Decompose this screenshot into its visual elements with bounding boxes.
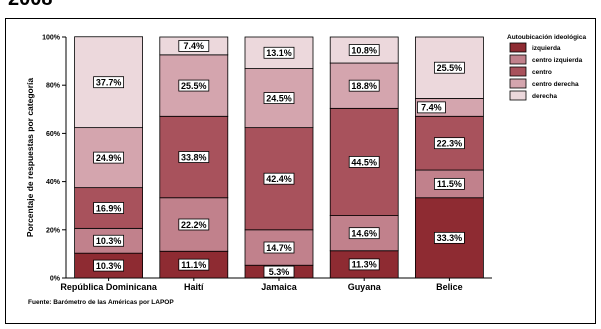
data-label: 25.5%: [181, 81, 207, 91]
y-tick-label: 60%: [46, 131, 61, 138]
data-label-box: [178, 79, 210, 92]
data-label: 24.9%: [96, 153, 122, 163]
data-label-box: [178, 151, 210, 163]
data-label: 7.4%: [421, 103, 442, 113]
data-label: 11.1%: [181, 260, 206, 270]
data-label-box: [433, 231, 465, 244]
data-label-box: [433, 177, 465, 190]
data-label: 7.4%: [184, 41, 205, 51]
data-label: 22.2%: [181, 220, 207, 230]
data-label-box: [416, 101, 446, 114]
legend-label: izquierda: [532, 45, 561, 52]
data-label-box: [263, 265, 295, 278]
data-label-box: [93, 151, 124, 164]
data-label-box: [93, 76, 124, 89]
data-label-box: [348, 227, 380, 240]
data-label-box: [348, 44, 380, 56]
y-tick-label: 100%: [42, 35, 61, 42]
data-label: 25.5%: [437, 63, 463, 73]
data-label: 5.3%: [269, 267, 290, 277]
data-label-box: [93, 259, 124, 272]
data-label: 10.3%: [96, 261, 122, 271]
data-label-box: [263, 241, 295, 254]
legend-label: derecha: [532, 93, 557, 100]
x-category-label: República Dominicana: [60, 282, 158, 292]
legend-swatch: [509, 66, 527, 77]
data-label: 22.3%: [437, 138, 463, 148]
chart-frame: [5, 18, 596, 324]
legend-swatch: [509, 54, 527, 65]
y-tick-label: 80%: [46, 83, 61, 90]
data-label-box: [433, 61, 465, 74]
data-label-box: [93, 202, 124, 214]
y-tick-label: 0%: [50, 276, 61, 283]
data-label: 18.8%: [351, 81, 377, 91]
data-label: 13.1%: [266, 48, 292, 58]
x-category-label: Guyana: [348, 282, 382, 292]
legend-label: centro izquierda: [532, 57, 583, 64]
data-label: 42.4%: [266, 174, 292, 184]
data-label-box: [348, 79, 380, 92]
y-axis-label: Porcentaje de respuestas por categoría: [25, 78, 35, 237]
legend-label: centro derecha: [532, 81, 579, 88]
data-label-box: [93, 234, 124, 247]
data-label-box: [348, 258, 380, 271]
legend-label: centro: [532, 69, 552, 76]
data-label-box: [263, 92, 295, 104]
legend-swatch: [509, 90, 527, 101]
data-label-box: [178, 258, 210, 271]
data-label-box: [433, 137, 465, 150]
data-label: 11.3%: [352, 260, 377, 270]
data-labels: 10.3% 10.3% 16.9% 24.9% 37.7% 11.1% 22.2% 33.8%…: [93, 40, 465, 278]
data-label: 14.7%: [266, 243, 292, 253]
x-category-label: Jamaica: [261, 282, 298, 292]
data-label: 33.8%: [181, 152, 207, 162]
bar-segment-derecha: [329, 36, 399, 64]
data-label-box: [178, 218, 210, 231]
data-label-box: [263, 46, 295, 59]
legend-title: Autoubicación ideológica: [507, 34, 586, 41]
data-label: 11.5%: [437, 179, 462, 189]
data-label: 24.5%: [266, 93, 292, 103]
data-label: 37.7%: [96, 77, 122, 87]
data-label: 33.3%: [437, 233, 463, 243]
data-label: 10.8%: [351, 45, 377, 55]
data-label: 14.6%: [351, 228, 377, 238]
page-title: 2008: [8, 0, 53, 11]
data-label-box: [348, 156, 380, 168]
legend-swatch: [509, 78, 527, 89]
data-label: 16.9%: [96, 203, 122, 213]
legend-swatch: [509, 42, 527, 53]
x-category-label: Haití: [184, 282, 204, 292]
data-label: 10.3%: [96, 236, 122, 246]
legend: Autoubicación ideológica izquierda centro …: [507, 34, 586, 101]
y-tick-label: 20%: [46, 227, 61, 234]
data-label-box: [178, 40, 210, 52]
x-category-label: Belice: [436, 282, 463, 292]
data-label: 44.5%: [351, 157, 377, 167]
data-label-box: [263, 172, 295, 185]
y-tick-label: 40%: [46, 179, 61, 186]
source-note: Fuente: Barómetro de las Américas por LA…: [28, 299, 174, 306]
